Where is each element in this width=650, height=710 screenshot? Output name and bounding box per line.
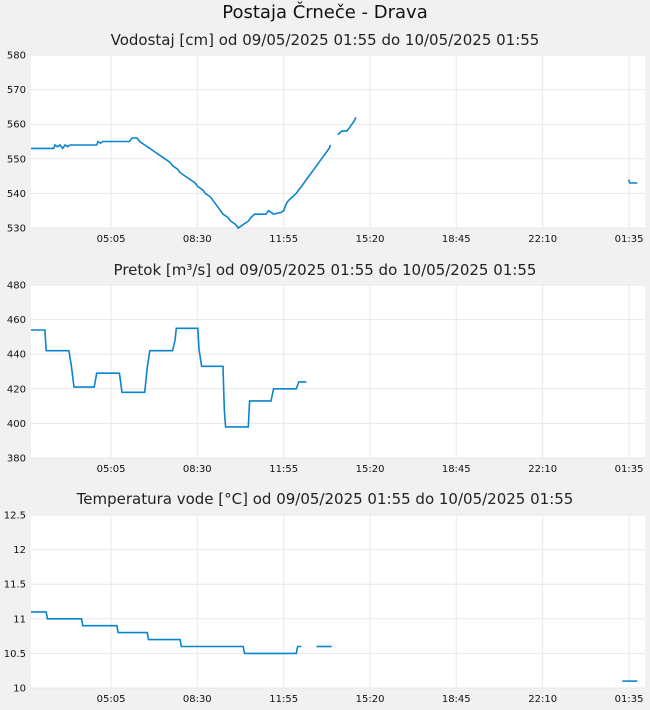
y-tick-label: 11.5 — [4, 580, 26, 591]
chart-title-water-level: Vodostaj [cm] od 09/05/2025 01:55 do 10/… — [110, 31, 540, 49]
y-tick-label: 580 — [7, 51, 26, 62]
series-line-segment — [337, 117, 357, 136]
y-tick-label: 560 — [7, 120, 26, 131]
chart-svg-discharge: 480 460 440 420 400 380 05:05 08:30 11:55 15:20 18… — [7, 281, 645, 475]
y-tick-label: 480 — [7, 281, 26, 292]
x-tick-label: 15:20 — [356, 694, 385, 705]
y-tick-label: 550 — [7, 154, 26, 165]
y-tick-label: 400 — [7, 419, 26, 430]
x-tick-label: 05:05 — [97, 234, 126, 245]
x-tick-label: 22:10 — [528, 234, 557, 245]
x-tick-label: 15:20 — [356, 234, 385, 245]
y-tick-label: 570 — [7, 85, 26, 96]
x-tick-label: 22:10 — [528, 464, 557, 475]
plot-area — [31, 515, 645, 688]
x-tick-label: 18:45 — [442, 234, 471, 245]
x-tick-label: 11:55 — [269, 234, 298, 245]
x-tick-label: 22:10 — [528, 694, 557, 705]
x-tick-label: 11:55 — [269, 464, 298, 475]
series-line-segment — [627, 179, 638, 184]
chart-title-water-temperature: Temperatura vode [°C] od 09/05/2025 01:5… — [76, 490, 574, 508]
x-tick-label: 01:35 — [615, 234, 644, 245]
y-tick-label: 12.5 — [4, 511, 26, 522]
y-tick-label: 540 — [7, 189, 26, 200]
page-title: Postaja Črneče - Drava — [222, 2, 428, 23]
y-tick-label: 530 — [7, 224, 26, 235]
x-tick-label: 15:20 — [356, 464, 385, 475]
series-line-segment — [31, 327, 307, 428]
y-tick-label: 420 — [7, 384, 26, 395]
x-tick-label: 18:45 — [442, 694, 471, 705]
series-line-segment — [31, 611, 302, 655]
y-tick-label: 10.5 — [4, 649, 26, 660]
x-tick-label: 11:55 — [269, 694, 298, 705]
x-tick-label: 05:05 — [97, 694, 126, 705]
y-tick-label: 12 — [13, 545, 26, 556]
x-tick-label: 01:35 — [615, 694, 644, 705]
series-line-segment — [31, 137, 332, 230]
x-tick-label: 18:45 — [442, 464, 471, 475]
chart-svg-water-level: 580 570 560 550 540 530 05:05 08:30 11:55 15:20 18… — [7, 51, 645, 245]
y-tick-label: 460 — [7, 315, 26, 326]
x-tick-label: 08:30 — [183, 694, 212, 705]
y-tick-label: 10 — [13, 684, 26, 695]
y-tick-label: 380 — [7, 454, 26, 465]
x-tick-label: 08:30 — [183, 464, 212, 475]
y-tick-label: 11 — [13, 614, 26, 625]
x-tick-label: 05:05 — [97, 464, 126, 475]
x-tick-label: 01:35 — [615, 464, 644, 475]
chart-title-discharge: Pretok [m³/s] od 09/05/2025 01:55 do 10/… — [113, 261, 537, 279]
x-tick-label: 08:30 — [183, 234, 212, 245]
y-tick-label: 440 — [7, 350, 26, 361]
